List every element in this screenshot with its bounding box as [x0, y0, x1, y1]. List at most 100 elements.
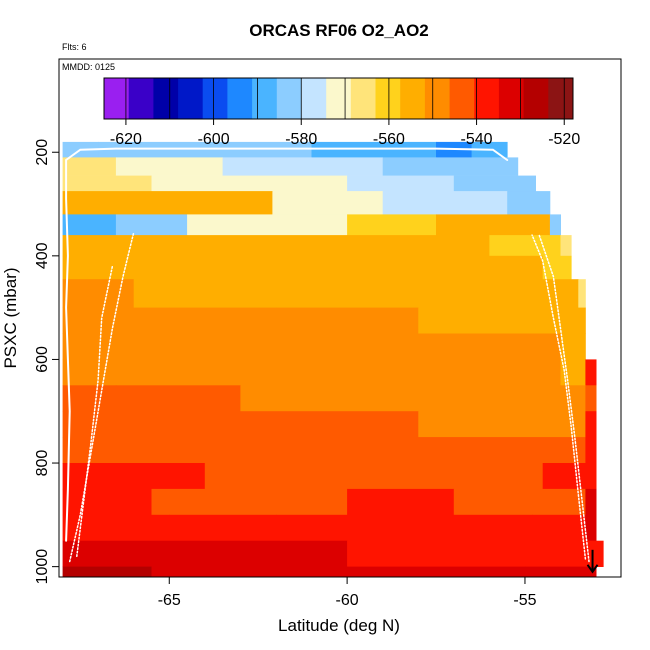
heatmap-cell: [240, 385, 384, 412]
heatmap-cell: [585, 385, 597, 412]
heatmap-cell: [549, 214, 561, 236]
heatmap-cell: [578, 279, 586, 309]
heatmap-cell: [62, 175, 152, 192]
heatmap-cell: [382, 157, 437, 176]
y-tick-label: 1000: [34, 549, 51, 585]
heatmap-cell: [133, 279, 384, 309]
heatmap-cell: [560, 235, 572, 257]
colorbar-swatch: [252, 78, 278, 119]
heatmap-cell: [418, 307, 544, 334]
colorbar-swatch: [326, 78, 352, 119]
heatmap-cell: [578, 437, 586, 464]
heatmap-cell: [525, 385, 586, 412]
heatmap-cell: [471, 463, 544, 490]
heatmap-cell: [585, 488, 597, 516]
heatmap-cell: [453, 437, 579, 464]
heatmap-cell: [276, 514, 455, 542]
heatmap-cell: [585, 359, 597, 386]
heatmap-cell: [578, 540, 604, 567]
colorbar-tick-label: -520: [548, 131, 580, 148]
heatmap-cell: [272, 191, 384, 215]
heatmap-cell: [436, 157, 519, 176]
y-tick-label: 400: [34, 242, 51, 269]
colorbar-tick-label: -620: [110, 131, 142, 148]
heatmap-cell: [222, 157, 312, 176]
heatmap-cell: [62, 191, 273, 215]
heatmap-cell: [382, 191, 508, 215]
heatmap-cell: [585, 514, 597, 542]
heatmap-cell: [542, 463, 597, 490]
y-axis-title: PSXC (mbar): [1, 267, 20, 368]
heatmap-cell: [169, 307, 277, 334]
heatmap-cell: [311, 141, 437, 158]
colorbar-frame: [103, 77, 574, 120]
heatmap-cell: [525, 566, 597, 578]
heatmap-cell: [151, 175, 259, 192]
heatmap-cell: [311, 157, 383, 176]
heatmap-cell: [453, 514, 533, 542]
x-axis-title: Latitude (deg N): [278, 616, 400, 635]
heatmap-cell: [169, 514, 277, 542]
colorbar-swatch: [375, 78, 401, 119]
colorbar-swatch: [276, 78, 302, 119]
x-tick-label: -55: [513, 592, 536, 609]
x-tick-label: -65: [158, 592, 181, 609]
heatmap-cell: [347, 463, 472, 490]
heatmap-cell: [62, 488, 152, 516]
heatmap-cell: [115, 385, 241, 412]
colorbar-tick-label: -560: [373, 131, 405, 148]
heatmap-cell: [187, 214, 277, 236]
heatmap-cell: [222, 333, 455, 360]
heatmap-cell: [507, 191, 551, 215]
heatmap-cell: [585, 437, 597, 464]
flight-track: [531, 234, 587, 560]
x-axis: -65 -60 -55: [158, 577, 537, 609]
colorbar-swatch: [523, 78, 549, 119]
colorbar-swatch: [449, 78, 475, 119]
heatmap-cell: [347, 566, 526, 578]
heatmap-cell: [151, 488, 348, 516]
colorbar-swatch: [301, 78, 327, 119]
y-tick-label: 800: [34, 450, 51, 477]
heatmap-cell: [542, 255, 572, 280]
colorbar-swatch: [128, 78, 154, 119]
heatmap-cell: [382, 385, 526, 412]
heatmap-cell: [532, 514, 586, 542]
heatmap-cell: [489, 235, 561, 257]
y-tick-label: 200: [34, 139, 51, 166]
colorbar: -620 -600 -580 -560 -540 -520: [103, 77, 580, 148]
heatmap-cell: [525, 279, 579, 309]
heatmap-cell: [453, 175, 536, 192]
colorbar-swatch: [153, 78, 179, 119]
x-tick-label: -60: [336, 592, 359, 609]
heatmap-cell: [62, 214, 117, 236]
colorbar-swatch: [424, 78, 450, 119]
colorbar-tick-label: -580: [285, 131, 317, 148]
heatmap-cell: [62, 463, 206, 490]
heatmap-cell: [276, 307, 419, 334]
heatmap-cell: [62, 255, 206, 280]
heatmap-cell: [62, 279, 135, 309]
heatmap-cell: [62, 540, 348, 567]
heatmap-cell: [525, 488, 586, 516]
heatmap-cell: [62, 307, 170, 334]
flight-track: [65, 147, 509, 542]
heatmap-cell: [382, 279, 526, 309]
heatmap-cell: [62, 411, 206, 438]
plot-frame: [58, 58, 622, 578]
colorbar-swatch: [548, 78, 574, 119]
heatmap-cell: [436, 255, 544, 280]
colorbar-tick-label: -540: [461, 131, 493, 148]
heatmap-cell: [204, 463, 348, 490]
colorbar-swatch: [178, 78, 204, 119]
colorbar-tick-label: -600: [198, 131, 230, 148]
heatmap-cell: [204, 255, 437, 280]
heatmap-cell: [347, 488, 455, 516]
heatmap-cell: [62, 333, 224, 360]
y-axis: 200 400 600 800 1000: [34, 139, 59, 585]
flight-track: [538, 234, 590, 563]
heatmap-cell: [453, 488, 526, 516]
heatmap-cell: [347, 235, 490, 257]
heatmap-cell: [347, 175, 455, 192]
heatmap-cell: [98, 141, 312, 158]
